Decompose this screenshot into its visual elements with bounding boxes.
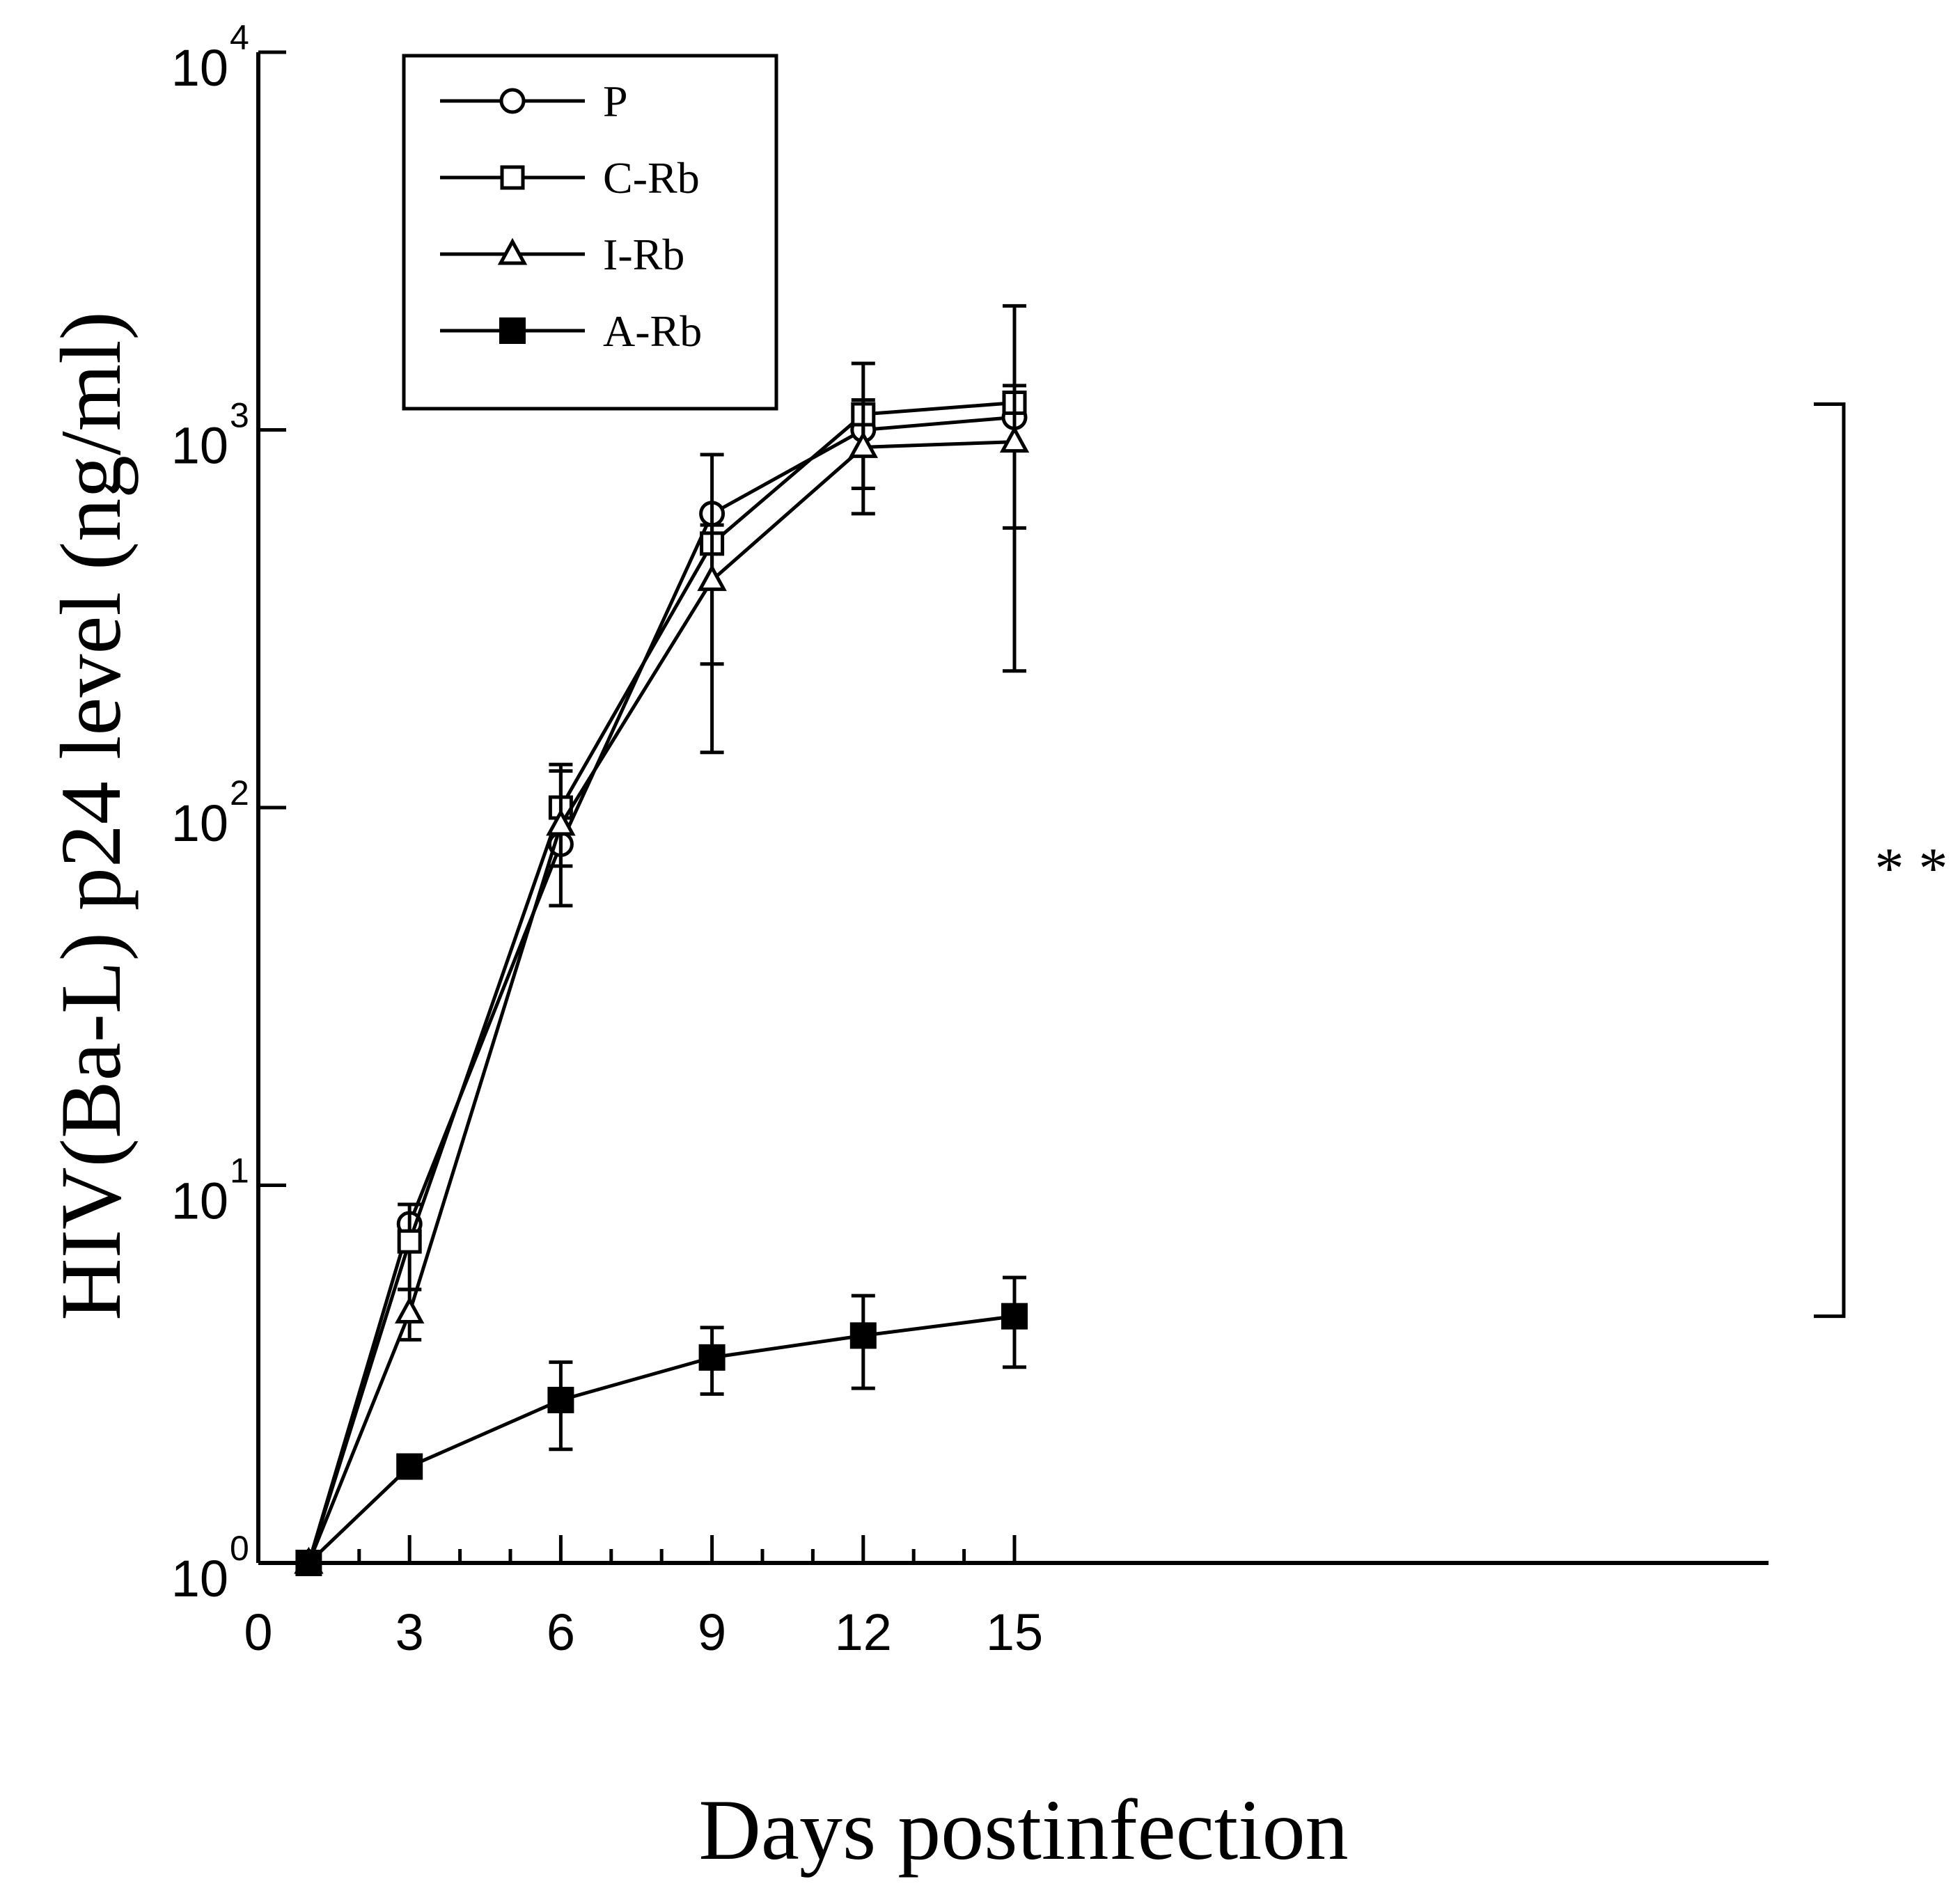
x-tick-label: 9 xyxy=(698,1603,726,1661)
data-point-a-rb xyxy=(396,1453,423,1480)
data-point-a-rb xyxy=(1001,1303,1028,1330)
x-tick-label: 15 xyxy=(986,1603,1043,1661)
data-point-i-rb xyxy=(848,431,879,458)
y-tick-exponent: 4 xyxy=(230,18,249,57)
data-point-i-rb xyxy=(394,1296,425,1323)
x-tick-label: 3 xyxy=(395,1603,424,1661)
significance-bracket: * * xyxy=(1814,402,1948,1319)
y-tick-label: 10 xyxy=(171,1550,228,1608)
series-line-i-rb xyxy=(307,440,1015,1564)
legend-marker-c-rb xyxy=(500,165,525,190)
series-line-c-rb xyxy=(307,401,1015,1564)
legend-marker-a-rb xyxy=(499,317,526,344)
y-tick-exponent: 1 xyxy=(230,1152,249,1190)
legend-label-p: P xyxy=(603,77,628,126)
y-tick-label: 10 xyxy=(171,417,228,475)
y-tick-label: 10 xyxy=(171,39,228,97)
series-a-rb xyxy=(295,1275,1028,1576)
data-point-i-rb xyxy=(999,425,1030,453)
legend: P C-Rb I-Rb A-Rb xyxy=(402,54,778,411)
data-point-a-rb xyxy=(698,1344,726,1371)
bracket-line xyxy=(1814,402,1846,1319)
series-line-p xyxy=(307,415,1015,1564)
legend-label-a-rb: A-Rb xyxy=(603,306,702,356)
legend-marker-i-rb xyxy=(497,237,528,265)
y-axis-title: HIV(Ba-L) p24 level (ng/ml) xyxy=(43,311,139,1321)
series-layer xyxy=(294,304,1030,1576)
data-point-a-rb xyxy=(849,1322,877,1349)
legend-box xyxy=(402,54,778,411)
x-tick-label: 6 xyxy=(547,1603,575,1661)
data-point-c-rb xyxy=(397,1229,422,1254)
series-line-a-rb xyxy=(307,1314,1015,1564)
data-point-a-rb xyxy=(547,1386,574,1413)
legend-label-i-rb: I-Rb xyxy=(603,230,684,279)
y-tick-label: 10 xyxy=(171,1172,228,1230)
y-tick-exponent: 2 xyxy=(230,773,249,812)
x-tick-label: 12 xyxy=(835,1603,892,1661)
y-tick-exponent: 0 xyxy=(230,1529,249,1568)
legend-label-c-rb: C-Rb xyxy=(603,153,700,203)
significance-label: * * xyxy=(1875,836,1948,901)
data-point-i-rb xyxy=(697,564,727,591)
x-ticks: 0 3 6 9 12 15 xyxy=(244,1535,1043,1661)
series-c-rb xyxy=(296,304,1027,1575)
data-point-i-rb xyxy=(546,808,576,836)
y-tick-exponent: 3 xyxy=(230,396,249,435)
series-p xyxy=(295,404,1028,1576)
legend-marker-p xyxy=(499,88,526,114)
data-point-a-rb xyxy=(295,1550,322,1576)
y-tick-label: 10 xyxy=(171,794,228,852)
series-i-rb xyxy=(294,384,1030,1574)
x-tick-label: 0 xyxy=(244,1603,272,1661)
x-axis-title: Days postinfection xyxy=(698,1782,1348,1878)
legend-entries: P C-Rb I-Rb A-Rb xyxy=(440,77,702,356)
